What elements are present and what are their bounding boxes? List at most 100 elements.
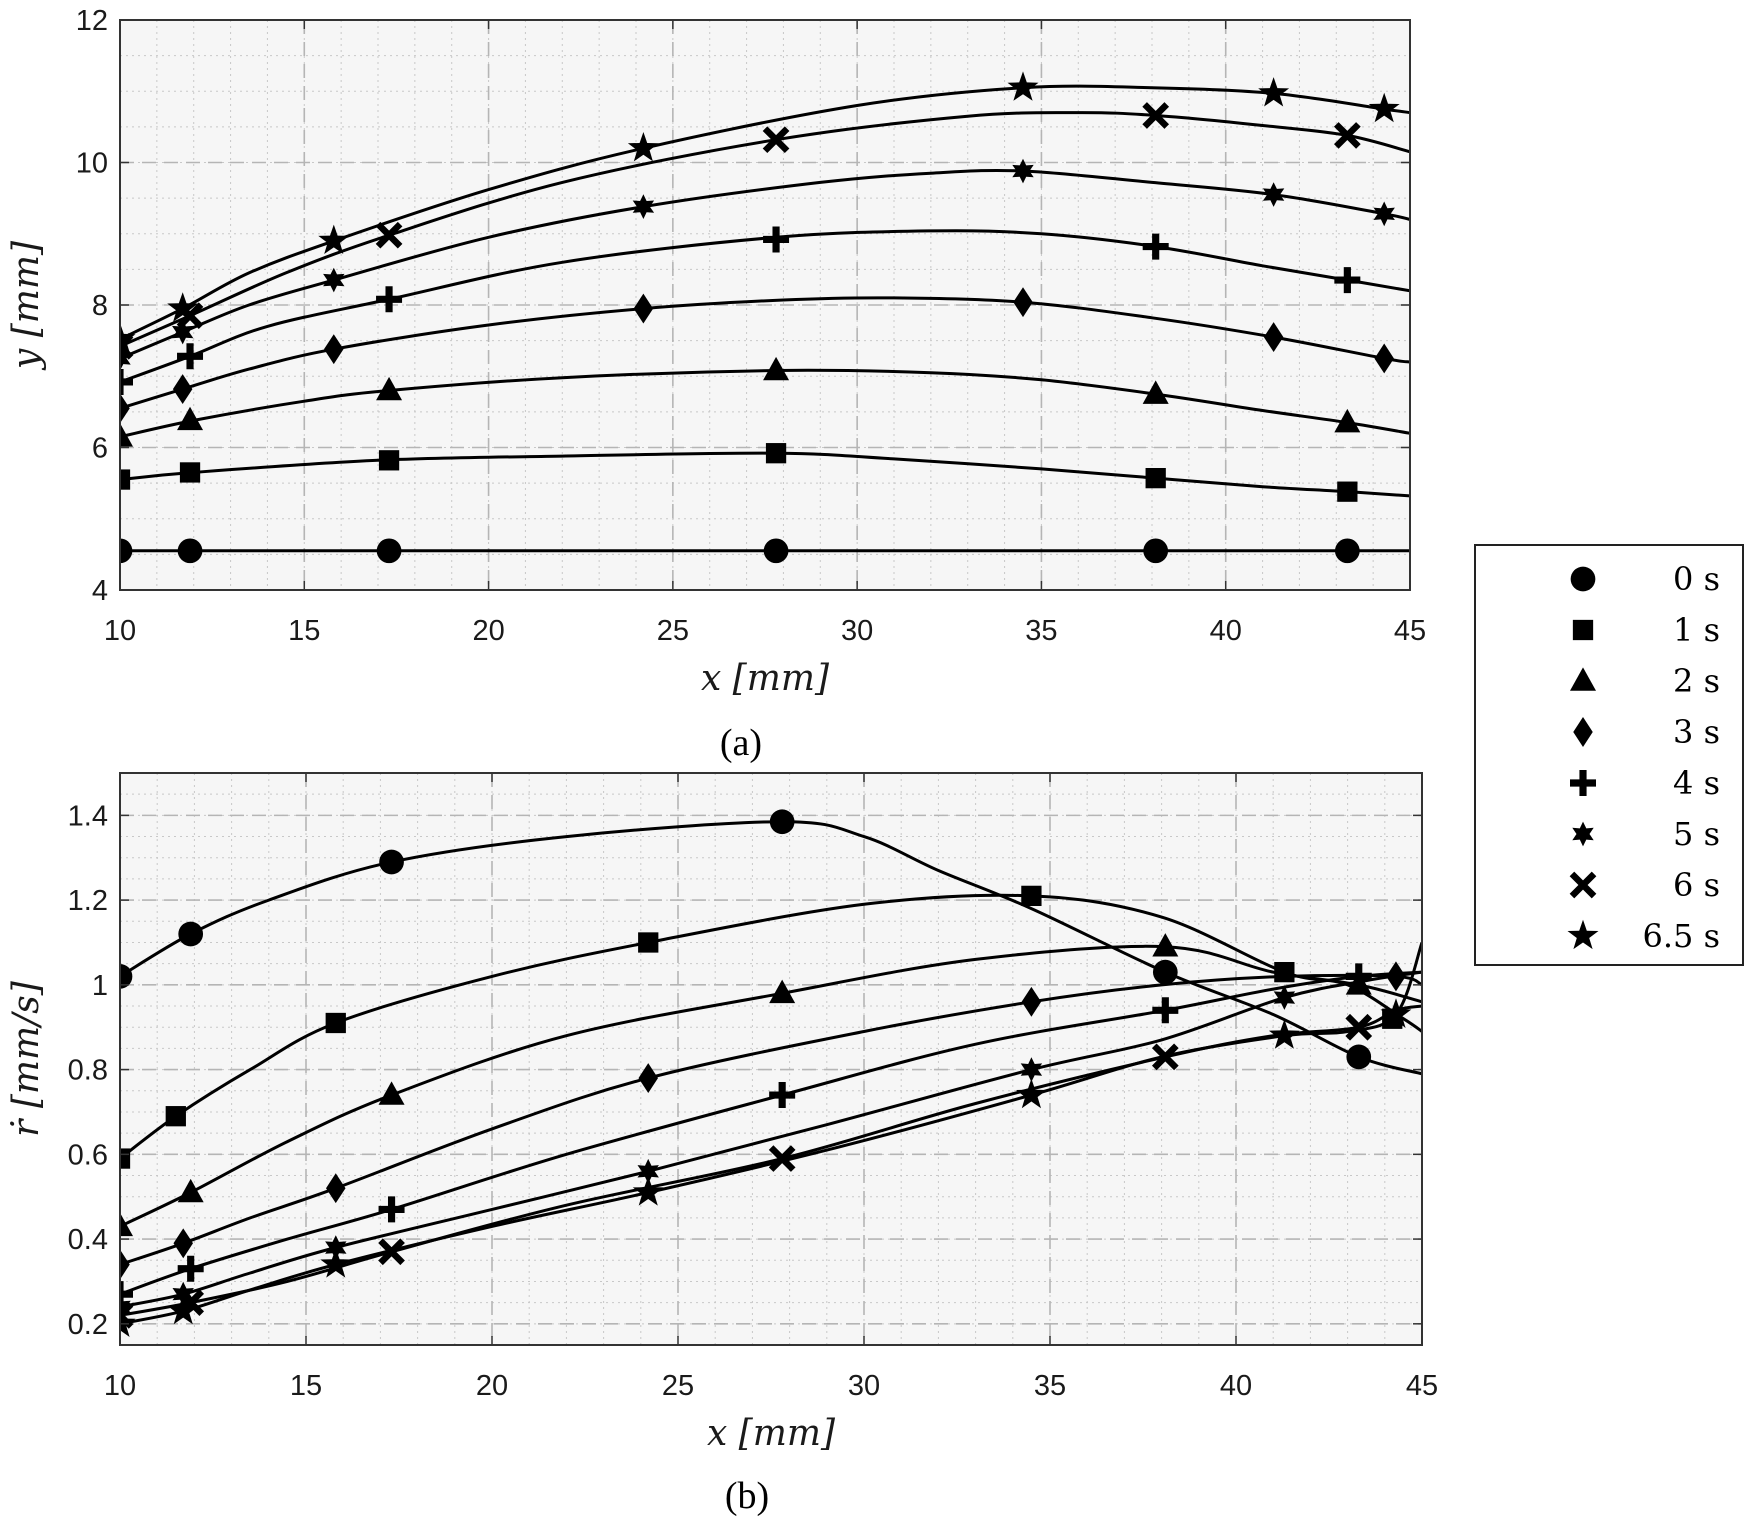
series-line-a-1 — [120, 451, 1410, 498]
y-tick-label-b-4: 1 — [92, 970, 108, 1002]
data-point-a-1-3 — [765, 443, 787, 464]
data-point-b-0-3 — [769, 809, 795, 835]
data-point-b-7-0 — [120, 1307, 136, 1337]
data-point-b-6-5 — [1345, 1013, 1373, 1041]
data-point-b-1-0 — [120, 1148, 131, 1169]
series-line-a-3 — [120, 296, 1410, 410]
data-point-a-3-4 — [1013, 287, 1033, 318]
data-point-b-6-4 — [1151, 1043, 1179, 1071]
y-tick-label-b-2: 0.6 — [68, 1139, 108, 1171]
data-point-b-4-1 — [177, 1255, 204, 1282]
x-tick-label-a-3: 25 — [657, 615, 689, 647]
data-point-a-2-4 — [1142, 380, 1169, 404]
data-point-a-3-6 — [1374, 343, 1394, 374]
series-line-b-5 — [120, 970, 1422, 1309]
x-tick-label-a-5: 35 — [1025, 615, 1057, 647]
x-axis-label-a: x [mm] — [701, 658, 830, 699]
data-point-a-4-3 — [763, 226, 790, 253]
y-tick-label-b-6: 1.4 — [68, 800, 108, 832]
data-point-a-7-3 — [627, 132, 659, 162]
data-point-b-7-2 — [320, 1248, 352, 1278]
panel-label-a: (a) — [720, 722, 762, 764]
legend: 0 s 1 s 2 s 3 s 4 s 5 s 6 s 6.5 s — [1474, 544, 1744, 966]
data-point-b-1-5 — [1274, 962, 1295, 983]
data-point-b-1-3 — [638, 932, 659, 953]
y-tick-label-b-1: 0.4 — [68, 1224, 108, 1256]
data-point-a-3-5 — [1263, 322, 1284, 353]
data-point-b-2-0 — [120, 1212, 133, 1237]
data-point-a-5-2 — [323, 267, 345, 293]
data-point-b-4-0 — [120, 1281, 133, 1308]
series-line-b-6 — [120, 1004, 1422, 1317]
data-point-a-4-0 — [120, 368, 133, 395]
legend-marker-6 — [1569, 871, 1597, 899]
data-point-b-4-5 — [1345, 963, 1372, 990]
data-point-b-0-1 — [178, 921, 204, 947]
data-point-b-2-1 — [177, 1178, 204, 1203]
data-point-a-5-1 — [172, 319, 194, 345]
x-tick-label-a-2: 20 — [472, 615, 504, 647]
data-point-a-5-6 — [1373, 201, 1395, 227]
y-tick-label-a-1: 6 — [92, 433, 108, 465]
legend-label-7: 6.5 s — [1643, 917, 1720, 955]
legend-label-0: 0 s — [1673, 560, 1720, 598]
y-axis-label-a: y [mm] — [6, 240, 47, 371]
data-point-b-1-2 — [325, 1012, 346, 1034]
data-point-a-3-0 — [120, 393, 130, 424]
data-point-b-7-3 — [632, 1176, 664, 1206]
data-point-b-3-2 — [326, 1173, 346, 1204]
data-point-b-7-5 — [1268, 1019, 1300, 1049]
y-tick-label-a-2: 8 — [92, 290, 108, 322]
data-point-b-2-3 — [769, 979, 796, 1004]
data-point-b-0-4 — [1152, 959, 1178, 985]
panel-b-chart: 10 15 20 25 30 35 40 45 0.2 0.4 0.6 0.8 1 1.2 1.4 x [mm… — [6, 772, 1438, 1517]
data-point-a-1-2 — [378, 450, 400, 471]
data-point-a-2-3 — [763, 356, 790, 381]
data-point-a-4-4 — [1142, 233, 1169, 260]
data-point-b-0-2 — [379, 849, 404, 875]
data-point-a-5-4 — [1012, 158, 1034, 184]
data-point-b-5-4 — [1020, 1057, 1043, 1082]
minor-grid-b — [120, 773, 1422, 1345]
data-point-b-3-3 — [638, 1063, 658, 1094]
data-point-a-3-2 — [324, 334, 344, 365]
data-point-a-7-1 — [167, 292, 199, 322]
legend-marker-4 — [1570, 770, 1596, 796]
plot-area-b — [120, 773, 1422, 1345]
x-tick-label-a-0: 10 — [104, 615, 136, 647]
series-line-a-5 — [120, 168, 1410, 360]
data-point-a-3-1 — [172, 374, 193, 405]
data-point-a-1-1 — [179, 462, 201, 483]
data-point-b-3-4 — [1021, 986, 1042, 1017]
legend-box — [1474, 544, 1744, 966]
x-tick-label-b-5: 35 — [1034, 1370, 1066, 1402]
legend-marker-0 — [1570, 566, 1596, 592]
panel-label-b: (b) — [725, 1475, 769, 1517]
x-tick-label-a-4: 30 — [841, 615, 873, 647]
data-point-a-1-4 — [1145, 467, 1166, 489]
data-point-a-6-2 — [375, 221, 403, 249]
y-tick-label-a-0: 4 — [92, 575, 108, 607]
legend-label-5: 5 s — [1673, 815, 1720, 853]
data-point-b-3-0 — [120, 1249, 130, 1280]
y-axis-label-b: ṙ [mm/s] — [6, 980, 47, 1137]
data-point-a-7-0 — [120, 323, 136, 353]
data-point-a-0-2 — [376, 538, 402, 564]
data-point-b-6-3 — [768, 1145, 796, 1172]
data-point-a-7-2 — [318, 224, 350, 254]
data-point-b-7-1 — [167, 1294, 199, 1325]
x-axis-label-b: x [mm] — [707, 1413, 836, 1454]
legend-label-3: 3 s — [1673, 713, 1720, 751]
data-point-a-2-1 — [177, 406, 204, 431]
y-tick-label-b-3: 0.8 — [68, 1055, 108, 1087]
x-tick-label-b-4: 30 — [848, 1370, 880, 1402]
y-tick-label-b-0: 0.2 — [68, 1309, 108, 1341]
data-point-b-7-4 — [1015, 1078, 1047, 1109]
data-point-b-1-4 — [1021, 885, 1042, 907]
data-point-a-4-5 — [1334, 267, 1361, 294]
series-line-b-0 — [120, 820, 1422, 1076]
data-point-b-4-2 — [378, 1196, 405, 1223]
data-point-a-0-3 — [763, 538, 789, 564]
legend-marker-5 — [1572, 821, 1594, 847]
x-tick-label-b-6: 40 — [1220, 1370, 1252, 1402]
